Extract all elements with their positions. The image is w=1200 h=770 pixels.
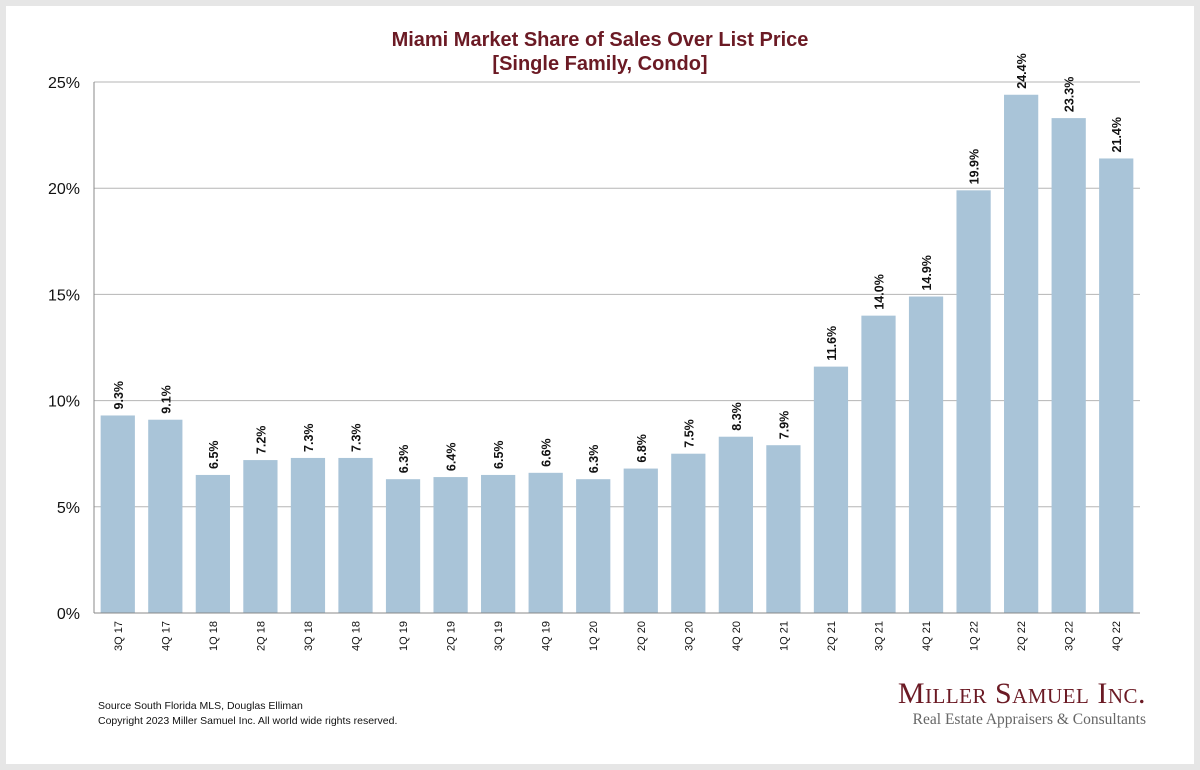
bar	[195, 474, 230, 613]
x-tick-label: 3Q 20	[683, 621, 695, 651]
chart-title-line1: Miami Market Share of Sales Over List Pr…	[391, 29, 809, 51]
bar-chart: 0% 5% 10% 15% 20% 25% 9.3% 3Q 17 9.1% 4Q 17 6.5% 1Q…	[48, 53, 1140, 651]
bar	[908, 296, 944, 613]
bar-value-label: 6.8%	[635, 434, 649, 463]
footer-copyright: Copyright 2023 Miller Samuel Inc. All wo…	[98, 715, 398, 727]
bar-value-label: 19.9%	[968, 149, 982, 184]
y-tick-label: 0%	[57, 606, 80, 623]
footer-source: Source South Florida MLS, Douglas Ellima…	[98, 700, 303, 712]
x-tick-label: 4Q 21	[921, 621, 933, 651]
bar	[100, 415, 135, 613]
x-tick-label: 4Q 17	[160, 621, 172, 651]
bar	[290, 457, 326, 613]
bar	[481, 474, 516, 613]
bar-value-label: 7.3%	[350, 423, 364, 452]
x-tick-label: 4Q 19	[541, 621, 553, 651]
bar-value-label: 6.3%	[397, 445, 411, 474]
bar-value-label: 9.1%	[159, 385, 173, 414]
x-tick-label: 1Q 22	[969, 621, 981, 651]
bar	[1099, 158, 1134, 614]
bar	[243, 460, 278, 613]
y-tick-label: 25%	[48, 75, 80, 92]
x-tick-label: 3Q 21	[874, 621, 886, 651]
bar	[766, 445, 801, 613]
company-logo-name: Miller Samuel Inc.	[897, 677, 1146, 710]
bar-value-label: 7.2%	[254, 426, 268, 455]
x-tick-label: 2Q 19	[446, 621, 458, 651]
bar	[718, 436, 753, 613]
chart-title: Miami Market Share of Sales Over List Pr…	[6, 28, 1194, 76]
bar	[813, 366, 849, 613]
company-logo-tagline: Real Estate Appraisers & Consultants	[912, 711, 1146, 728]
x-tick-label: 2Q 20	[636, 621, 648, 651]
bar	[1004, 94, 1039, 613]
chart-title-line2: [Single Family, Condo]	[492, 53, 708, 75]
bar	[1051, 118, 1086, 613]
x-tick-label: 1Q 21	[778, 621, 790, 651]
x-tick-label: 4Q 20	[731, 621, 743, 651]
x-tick-label: 3Q 22	[1064, 621, 1076, 651]
chart-card: Miami Market Share of Sales Over List Pr…	[6, 6, 1194, 764]
x-tick-label: 4Q 18	[351, 621, 363, 651]
bar-value-label: 6.6%	[540, 438, 554, 467]
x-tick-label: 3Q 17	[113, 621, 125, 651]
x-tick-label: 2Q 22	[1016, 621, 1028, 651]
bar-value-label: 6.5%	[207, 440, 221, 469]
bar-value-label: 23.3%	[1063, 77, 1077, 112]
bar-value-label: 7.3%	[302, 423, 316, 452]
bar-value-label: 24.4%	[1015, 53, 1029, 88]
y-tick-label: 20%	[48, 181, 80, 198]
bar	[433, 477, 468, 613]
bar	[623, 468, 658, 613]
x-tick-label: 1Q 20	[588, 621, 600, 651]
bar	[148, 419, 183, 613]
bar	[576, 479, 611, 613]
bar-value-label: 9.3%	[112, 381, 126, 410]
x-tick-label: 4Q 22	[1111, 621, 1123, 651]
bar-value-label: 7.5%	[682, 419, 696, 448]
bar	[338, 457, 373, 613]
bar-value-label: 14.9%	[920, 255, 934, 290]
y-tick-label: 5%	[57, 500, 80, 517]
bar-value-label: 8.3%	[730, 402, 744, 431]
x-tick-label: 1Q 18	[208, 621, 220, 651]
y-tick-label: 10%	[48, 394, 80, 411]
bar-value-label: 6.5%	[492, 440, 506, 469]
bar-value-label: 11.6%	[825, 326, 839, 361]
bar	[956, 190, 991, 613]
bar-value-label: 21.4%	[1110, 117, 1124, 152]
x-tick-label: 2Q 21	[826, 621, 838, 651]
x-tick-label: 3Q 19	[493, 621, 505, 651]
x-tick-label: 2Q 18	[255, 621, 267, 651]
x-tick-label: 1Q 19	[398, 621, 410, 651]
x-tick-label: 3Q 18	[303, 621, 315, 651]
bar-value-label: 6.3%	[587, 445, 601, 474]
bar	[671, 453, 706, 613]
y-tick-label: 15%	[48, 287, 80, 304]
bar	[861, 315, 896, 613]
bar-value-label: 6.4%	[445, 443, 459, 472]
bar	[385, 479, 421, 613]
bar-value-label: 14.0%	[873, 274, 887, 309]
bar-value-label: 7.9%	[777, 411, 791, 440]
bar	[528, 472, 563, 613]
